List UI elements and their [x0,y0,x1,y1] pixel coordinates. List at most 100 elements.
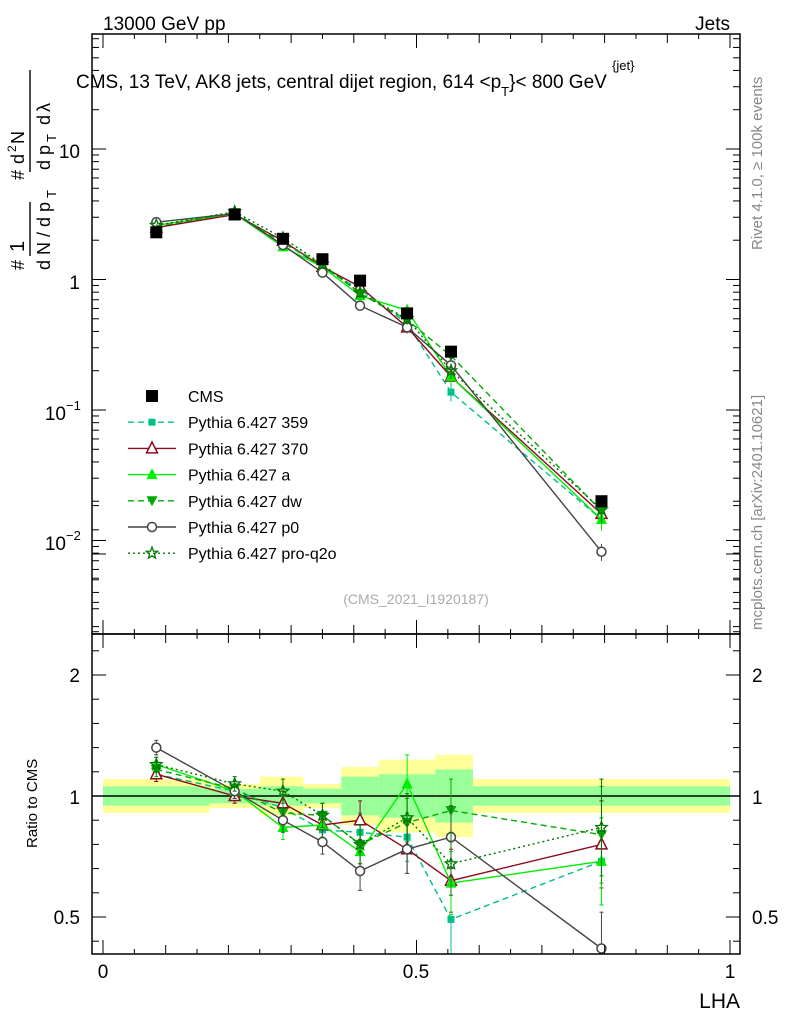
svg-text:10: 10 [59,142,80,163]
legend-marker-pa [146,468,158,480]
x-axis-label: LHA [699,990,740,1013]
legend-entry-pq2o: Pythia 6.427 pro-q2o [128,545,337,563]
svg-text:d: d [8,154,28,164]
rivet-version-label: Rivet 4.1.0, ≥ 100k events [749,77,766,250]
ratio-y-tick-0.5: 0.5 [54,908,80,929]
legend-marker-pdw [146,496,158,507]
cms-data-point [276,232,289,245]
ratio-y-tick-right-1: 1 [752,788,763,809]
x-tick-label-0: 0 [98,962,109,983]
series-line-pq2o [156,211,602,511]
ratio-series-pq2o [148,756,609,896]
legend-entry-pa: Pythia 6.427 a [128,468,290,485]
series-point-pq2o [594,502,609,517]
series-point-pp0 [354,300,366,311]
plot-title: CMS, 13 TeV, AK8 jets, central dijet reg… [76,58,635,99]
series-point-pq2o [352,285,368,300]
legend-entry-p359: Pythia 6.427 359 [128,415,308,432]
cms-data-point [150,226,163,239]
legend-marker-pq2o [144,545,160,560]
legend-marker-p359 [148,418,156,426]
series-line-pp0 [156,212,603,553]
cms-data-point [228,208,241,221]
ratio-point-pq2o [314,807,330,822]
legend-label-pq2o: Pythia 6.427 pro-q2o [188,546,337,563]
ratio-point-pp0 [277,814,289,826]
series-point-pq2o [443,362,459,378]
series-cms [150,208,608,508]
svg-text:1: 1 [7,241,29,252]
legend-entry-cms: CMS [146,389,224,406]
x-tick-label-1: 1 [725,962,736,983]
ratio-point-pq2o [443,855,459,871]
legend-label-p370: Pythia 6.427 370 [188,441,308,458]
mcplots-label: mcplots.cern.ch [arXiv:2401.10621] [749,395,766,630]
legend-entry-pdw: Pythia 6.427 dw [128,494,302,511]
legend-label-pdw: Pythia 6.427 dw [188,494,302,511]
ratio-y-tick-right-2: 2 [752,666,763,687]
ratio-line-pq2o [156,763,602,865]
ratio-y-axis-label: Ratio to CMS [24,759,41,848]
cms-uncertainty-bands [92,754,740,838]
header-energy: 13000 GeV pp [103,14,226,35]
cms-data-point [354,274,367,287]
y-tick-label-1: 1 [69,273,80,294]
ratio-point-pq2o [275,783,291,798]
ratio-point-pa [401,777,413,789]
y-tick-label-0.1: 10 −1 [45,398,81,425]
ratio-point-pq2o [148,756,164,771]
ratio-y-tick-right-0.5: 0.5 [752,908,778,929]
y-tick-label-0.01: 10 −2 [45,528,81,555]
legend-entry-p370: Pythia 6.427 370 [128,440,308,458]
ratio-point-pp0 [596,943,607,954]
cms-data-point [444,345,457,358]
series-line-pdw [156,211,603,512]
svg-text:N: N [8,131,28,144]
legend-label-p359: Pythia 6.427 359 [188,415,308,432]
main-panel-series [148,204,609,561]
header-process: Jets [695,14,730,35]
ratio-line-pp0 [155,746,602,950]
svg-text:d: d [34,115,54,125]
svg-text:−1: −1 [66,398,81,413]
legend-entry-pp0: Pythia 6.427 p0 [128,520,299,537]
svg-text:1: 1 [69,273,80,294]
legend-label-cms: CMS [188,389,224,406]
svg-text:d p: d p [34,145,54,170]
svg-text:T: T [44,134,59,142]
legend: CMS Pythia 6.427 359 Pythia 6.427 370 Pythi… [128,389,337,563]
svg-text:2: 2 [5,145,19,152]
ratio-line-p359 [156,773,602,921]
ratio-line-pdw [156,768,602,846]
y-tick-label-10: 10 [59,142,80,163]
svg-text:10: 10 [45,404,66,425]
ratio-point-pq2o [594,819,609,834]
ratio-point-pp0 [354,865,366,877]
ratio-line-pa [156,763,602,884]
ratio-point-pq2o [352,836,368,851]
series-point-pp0 [317,267,328,278]
ratio-point-pp0 [317,836,328,848]
series-point-pp0 [596,546,607,557]
analysis-id-label: (CMS_2021_I1920187) [343,591,489,607]
svg-text:#: # [8,170,28,180]
svg-text:CMS, 13 TeV, AK8 jets, central: CMS, 13 TeV, AK8 jets, central dijet reg… [76,72,607,99]
svg-text:−2: −2 [66,528,81,543]
ratio-point-pq2o [227,776,243,791]
main-panel-frame [91,33,741,635]
svg-text:#: # [8,260,28,270]
cms-data-point [595,495,608,508]
ratio-panel-series [148,739,609,954]
cms-data-point [401,307,414,320]
x-tick-label-0.5: 0.5 [403,962,429,983]
ratio-point-pp0 [151,742,162,753]
svg-text:T: T [44,190,59,198]
legend-label-pp0: Pythia 6.427 p0 [188,520,299,537]
series-point-p359 [447,388,455,396]
main-y-axis-label: # 1 d N / d p T # d 2 N d p T d λ [5,70,59,270]
cms-data-point [316,253,329,266]
legend-marker-p370 [145,440,159,454]
svg-text:{jet}: {jet} [612,58,635,73]
ratio-point-pp0 [401,843,413,855]
